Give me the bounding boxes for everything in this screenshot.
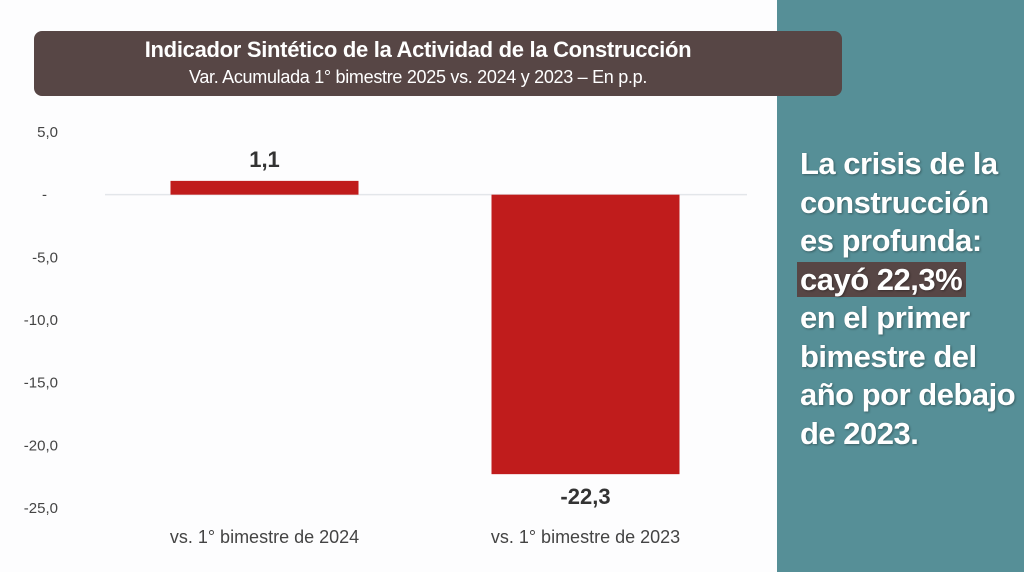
y-tick-label: 5,0 xyxy=(37,124,58,141)
side-highlight: cayó 22,3% xyxy=(797,261,967,297)
y-tick-label: -15,0 xyxy=(24,375,58,392)
x-axis: vs. 1° bimestre de 2024 vs. 1° bimestre d… xyxy=(170,527,680,547)
y-axis: 5,0 - -5,0 -10,0 -15,0 -20,0 -25,0 xyxy=(24,124,58,517)
side-line: en el primer xyxy=(800,300,970,335)
y-tick-label: -20,0 xyxy=(24,437,58,454)
side-line: construcción xyxy=(800,184,989,220)
side-line: La crisis de la xyxy=(800,146,998,181)
y-tick-label: - xyxy=(42,187,47,204)
x-tick-label: vs. 1° bimestre de 2023 xyxy=(491,527,680,547)
side-message: La crisis de la construcción es profunda… xyxy=(797,145,1024,453)
side-line: bimestre del xyxy=(800,338,977,374)
bar xyxy=(491,194,680,475)
y-tick-label: -25,0 xyxy=(24,500,58,517)
chart-title: Indicador Sintético de la Actividad de l… xyxy=(144,37,692,62)
bar xyxy=(170,180,359,195)
side-line: año por debajo xyxy=(800,377,1016,412)
bars xyxy=(170,180,680,475)
bar-chart: 5,0 - -5,0 -10,0 -15,0 -20,0 -25,0 1,1 -22,3 vs… xyxy=(24,124,747,547)
y-tick-label: -5,0 xyxy=(32,249,58,266)
side-line: es profunda: xyxy=(800,223,982,258)
data-labels: 1,1 -22,3 xyxy=(249,147,610,509)
data-label: 1,1 xyxy=(249,147,280,172)
data-label: -22,3 xyxy=(560,484,610,509)
chart-title-box: Indicador Sintético de la Actividad de l… xyxy=(34,31,842,96)
x-tick-label: vs. 1° bimestre de 2024 xyxy=(170,527,359,547)
chart-subtitle: Var. Acumulada 1° bimestre 2025 vs. 2024… xyxy=(188,67,648,87)
y-tick-label: -10,0 xyxy=(24,312,58,329)
side-line: de 2023. xyxy=(800,415,919,451)
